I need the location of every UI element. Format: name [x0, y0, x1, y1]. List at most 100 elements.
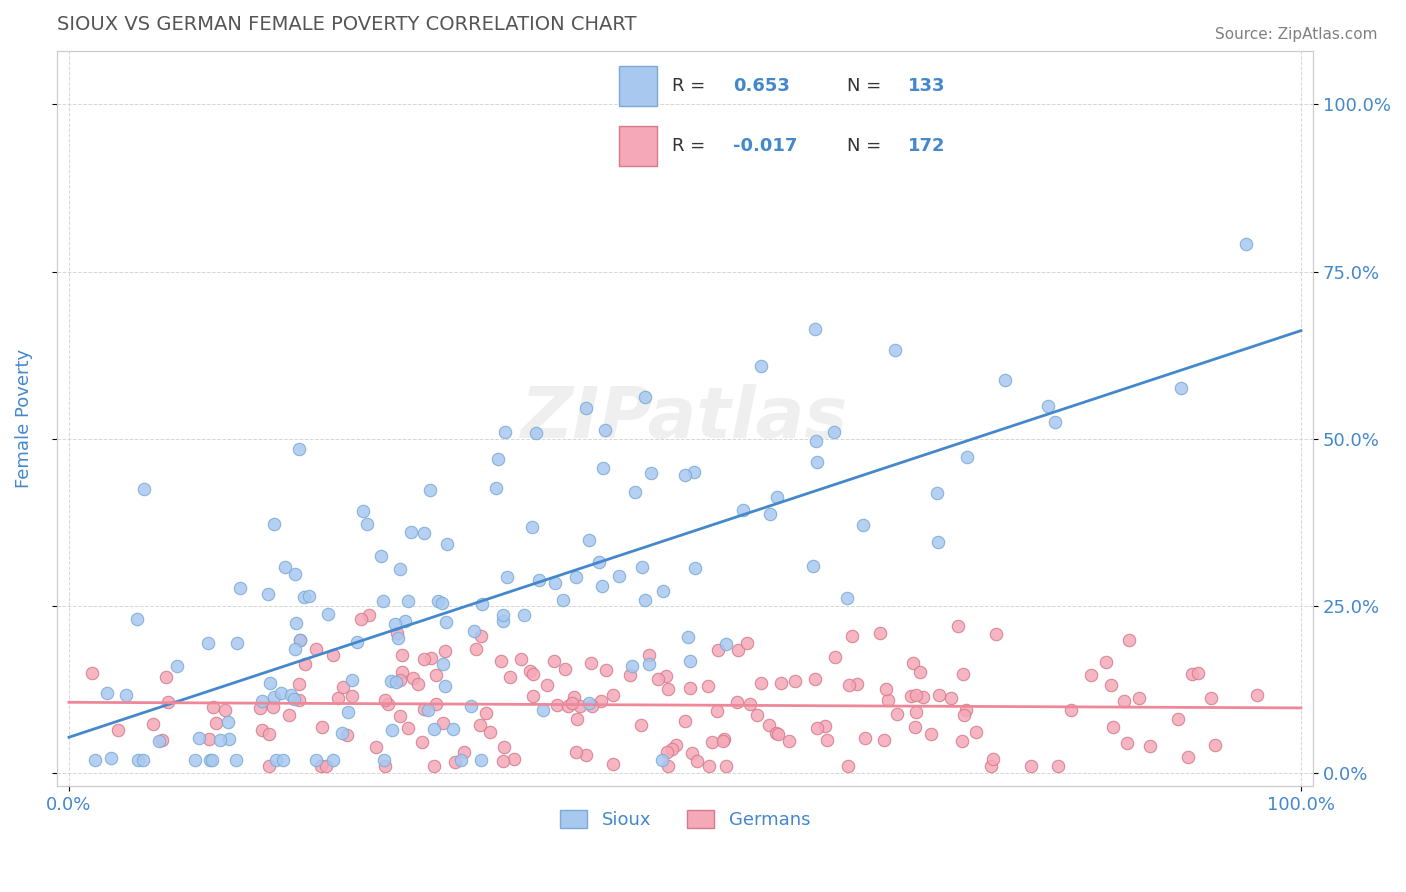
- Point: [651, 583, 673, 598]
- Point: [928, 688, 950, 702]
- Point: [904, 720, 927, 734]
- Point: [1139, 739, 1161, 753]
- Point: [579, 656, 602, 670]
- Point: [679, 654, 702, 668]
- Point: [727, 643, 749, 657]
- Point: [485, 481, 508, 495]
- Point: [423, 722, 446, 736]
- Point: [1177, 749, 1199, 764]
- Point: [841, 629, 863, 643]
- Point: [654, 669, 676, 683]
- Point: [814, 719, 837, 733]
- Point: [524, 425, 547, 440]
- Point: [315, 759, 337, 773]
- Y-axis label: Female Poverty: Female Poverty: [15, 349, 32, 488]
- Point: [602, 756, 624, 771]
- Point: [271, 753, 294, 767]
- Point: [366, 739, 388, 754]
- Point: [779, 733, 801, 747]
- Point: [845, 677, 868, 691]
- Point: [373, 753, 395, 767]
- Point: [713, 734, 735, 748]
- Point: [198, 732, 221, 747]
- FancyBboxPatch shape: [619, 126, 657, 166]
- Point: [402, 672, 425, 686]
- Point: [804, 434, 827, 448]
- Point: [336, 706, 359, 720]
- Point: [1246, 688, 1268, 702]
- Point: [381, 723, 404, 738]
- Point: [804, 322, 827, 336]
- Point: [638, 657, 661, 672]
- Point: [852, 518, 875, 533]
- Point: [226, 636, 249, 650]
- Point: [100, 750, 122, 764]
- Point: [229, 582, 252, 596]
- Point: [697, 679, 720, 693]
- Point: [630, 718, 652, 732]
- Point: [443, 755, 465, 769]
- Point: [283, 642, 305, 657]
- Point: [280, 689, 302, 703]
- Point: [157, 695, 180, 709]
- Point: [346, 634, 368, 648]
- Point: [396, 721, 419, 735]
- Point: [205, 716, 228, 731]
- Point: [1080, 668, 1102, 682]
- Point: [1187, 666, 1209, 681]
- Point: [478, 725, 501, 739]
- Point: [905, 689, 928, 703]
- Point: [377, 697, 399, 711]
- Point: [697, 759, 720, 773]
- Point: [873, 733, 896, 747]
- Point: [758, 507, 780, 521]
- Point: [432, 657, 454, 672]
- Point: [522, 667, 544, 681]
- Text: 0.653: 0.653: [733, 77, 790, 95]
- Point: [389, 673, 412, 687]
- Point: [464, 642, 486, 657]
- Point: [471, 597, 494, 611]
- Point: [214, 703, 236, 717]
- Point: [657, 759, 679, 773]
- Point: [679, 681, 702, 696]
- Point: [336, 728, 359, 742]
- Point: [681, 746, 703, 760]
- Point: [536, 677, 558, 691]
- Point: [655, 745, 678, 759]
- Point: [389, 709, 412, 723]
- Text: N =: N =: [846, 77, 887, 95]
- Point: [1204, 738, 1226, 752]
- Point: [749, 676, 772, 690]
- Point: [952, 708, 974, 723]
- Point: [551, 592, 574, 607]
- Point: [419, 483, 441, 497]
- Point: [657, 681, 679, 696]
- Point: [1095, 656, 1118, 670]
- Point: [127, 753, 149, 767]
- Point: [352, 504, 374, 518]
- Point: [546, 698, 568, 712]
- Point: [284, 566, 307, 581]
- Point: [494, 739, 516, 754]
- Text: SIOUX VS GERMAN FEMALE POVERTY CORRELATION CHART: SIOUX VS GERMAN FEMALE POVERTY CORRELATI…: [56, 15, 636, 34]
- Point: [565, 713, 588, 727]
- Point: [623, 485, 645, 500]
- Point: [804, 673, 827, 687]
- Point: [370, 549, 392, 563]
- Point: [359, 608, 381, 623]
- Point: [554, 663, 576, 677]
- Point: [1170, 381, 1192, 395]
- Point: [441, 723, 464, 737]
- Point: [356, 517, 378, 532]
- Point: [264, 753, 287, 767]
- Point: [495, 570, 517, 584]
- Point: [592, 461, 614, 475]
- Point: [815, 733, 838, 747]
- Point: [298, 590, 321, 604]
- Point: [270, 686, 292, 700]
- Point: [683, 561, 706, 575]
- Point: [250, 694, 273, 708]
- Point: [499, 670, 522, 684]
- Point: [425, 668, 447, 682]
